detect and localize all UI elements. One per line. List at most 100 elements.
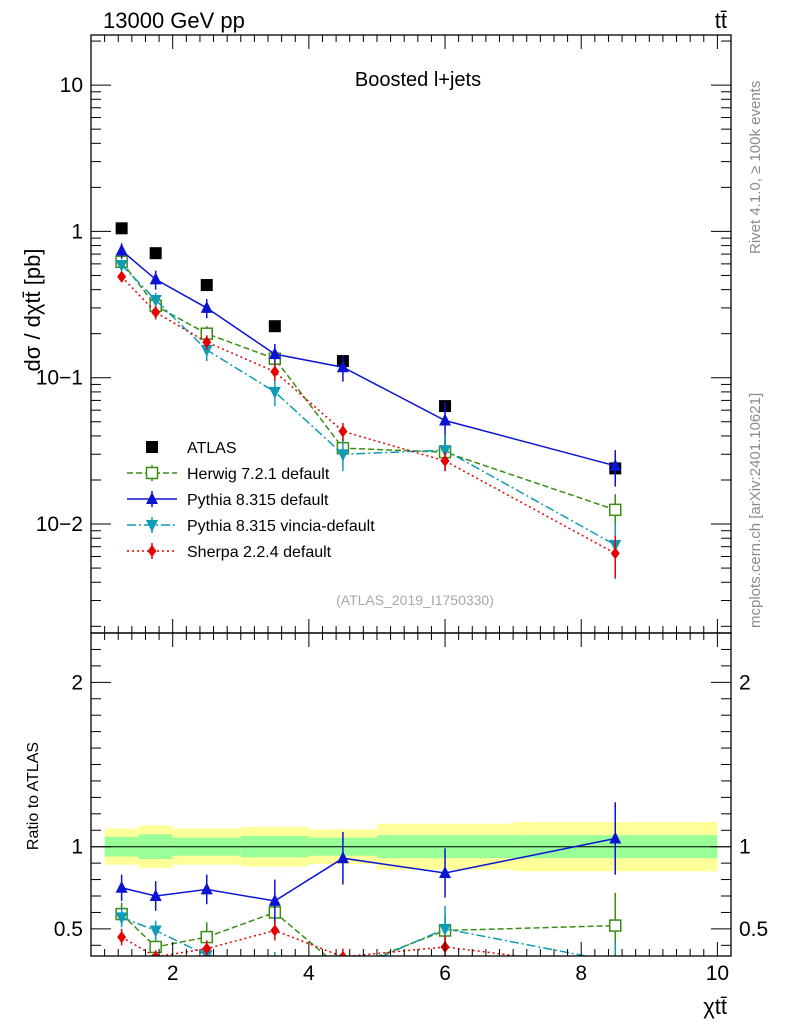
ratio-point	[611, 962, 620, 974]
ratio-y-axis-label: Ratio to ATLAS	[25, 742, 42, 850]
ratio-y-tick-label-right: 2	[739, 671, 751, 694]
data-point	[268, 386, 281, 399]
ratio-point	[609, 957, 621, 969]
data-point	[336, 360, 349, 373]
y-tick-label: 1	[71, 220, 83, 243]
legend-item: Sherpa 2.2.4 default	[127, 543, 332, 561]
y-tick-label: 10	[60, 74, 83, 97]
ratio-point	[336, 851, 349, 864]
data-point	[117, 270, 127, 283]
data-point	[338, 425, 348, 438]
data-point	[202, 336, 212, 349]
series-line	[121, 276, 616, 555]
series-atlas	[115, 222, 622, 475]
legend-label: Sherpa 2.2.4 default	[187, 544, 332, 561]
data-point	[336, 449, 349, 462]
data-point	[270, 365, 280, 378]
legend-item: Pythia 8.315 default	[127, 491, 329, 509]
data-point	[115, 259, 128, 272]
ratio-y-tick-label: 2	[71, 671, 83, 694]
data-point	[200, 344, 213, 357]
data-point	[149, 247, 162, 260]
data-point	[115, 243, 128, 256]
ratio-point	[270, 924, 280, 937]
plot-title: Boosted l+jets	[355, 69, 481, 91]
legend-item: ATLAS	[146, 440, 237, 457]
data-point	[149, 272, 162, 285]
ratio-point	[202, 942, 212, 955]
series-sherpa-2-2-4-default	[117, 270, 620, 578]
ratio-point	[439, 923, 452, 936]
data-point	[149, 294, 162, 307]
ratio-point	[337, 968, 349, 980]
ratio-plot-area	[115, 802, 622, 980]
x-tick-label: 6	[439, 962, 451, 985]
ratio-point	[149, 925, 162, 938]
ratio-uncertainty-bands	[91, 822, 731, 872]
ratio-point	[149, 889, 162, 902]
ratio-point	[339, 950, 347, 956]
x-tick-label: 2	[167, 962, 179, 985]
ratio-point	[269, 957, 281, 969]
legend-item: Pythia 8.315 vincia-default	[127, 517, 375, 535]
energy-label: 13000 GeV pp	[103, 8, 245, 33]
ratio-point	[609, 831, 622, 844]
analysis-label: (ATLAS_2019_I1750330)	[336, 592, 494, 608]
series-pythia-8-315-default	[115, 243, 622, 487]
x-tick-label: 10	[706, 962, 729, 985]
data-point	[609, 503, 622, 517]
data-point	[200, 279, 213, 292]
ratio-point	[439, 865, 452, 878]
legend: ATLAS Herwig 7.2.1 default Pythia 8.315 de…	[127, 440, 375, 561]
legend-marker	[146, 441, 158, 453]
ratio-y-tick-label: 1	[71, 836, 83, 859]
x-tick-label: 8	[575, 962, 587, 985]
ratio-frame	[90, 632, 732, 957]
y-tick-label: 10−1	[36, 367, 83, 390]
data-point	[151, 306, 161, 319]
legend-marker	[146, 520, 158, 532]
main-y-axis-label: dσ / dχtt̄ [pb]	[20, 249, 45, 372]
x-tick-label: 4	[303, 962, 315, 985]
ratio-point	[115, 880, 128, 893]
data-point	[115, 222, 128, 235]
ratio-point	[200, 882, 213, 895]
data-point	[609, 458, 622, 471]
data-point	[268, 347, 281, 360]
axes: 2 4 6 8 10 10−2 10−1 1 10 0.5 0.5 1 1 2 2	[36, 34, 768, 985]
series-line	[121, 249, 616, 467]
ratio-line	[121, 911, 616, 956]
legend-label: Pythia 8.315 default	[187, 492, 329, 509]
legend-item: Herwig 7.2.1 default	[127, 465, 330, 483]
ratio-point	[115, 912, 128, 925]
mcplots-label: mcplots.cern.ch [arXiv:2401.10621]	[747, 393, 764, 628]
ratio-point	[337, 964, 348, 975]
data-point	[610, 547, 620, 560]
data-point	[268, 320, 281, 333]
ratio-point	[117, 931, 127, 944]
ratio-y-tick-label: 0.5	[54, 918, 83, 941]
ratio-series-sherpa-2-2-4-default	[117, 920, 620, 974]
data-point	[439, 413, 452, 426]
legend-marker	[145, 466, 159, 480]
ratio-point	[151, 950, 160, 956]
legend-marker	[147, 545, 157, 557]
ratio-y-tick-label-right: 1	[739, 836, 751, 859]
ratio-series-pythia-8-315-default	[115, 802, 622, 923]
data-point	[440, 454, 450, 467]
ratio-point	[609, 919, 622, 932]
series-herwig-7-2-1-default	[115, 255, 622, 531]
legend-marker	[146, 492, 158, 504]
ratio-point	[268, 893, 281, 906]
y-tick-label: 10−2	[36, 513, 83, 536]
main-plot-area	[115, 222, 622, 580]
ratio-series-pythia-8-315-vincia-default	[115, 905, 621, 980]
legend-label: Pythia 8.315 vincia-default	[187, 518, 375, 535]
legend-label: Herwig 7.2.1 default	[187, 466, 330, 483]
ratio-series-herwig-7-2-1-default	[115, 892, 622, 975]
x-axis-label: χtt̄	[703, 994, 727, 1019]
rivet-label: Rivet 4.1.0, ≥ 100k events	[747, 81, 764, 254]
ratio-y-tick-label-right: 0.5	[739, 918, 768, 941]
legend-label: ATLAS	[187, 440, 237, 457]
